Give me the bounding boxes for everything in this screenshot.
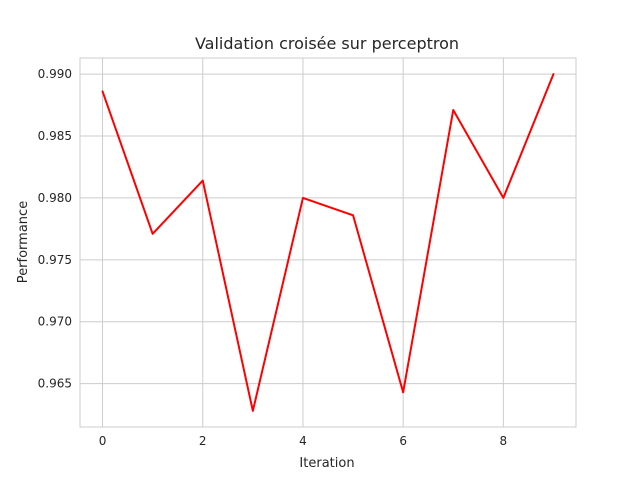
- x-tick-label: 4: [299, 434, 307, 448]
- x-axis-label: Iteration: [299, 456, 354, 471]
- x-tick-label: 0: [99, 434, 107, 448]
- y-axis-ticks: 0.965 0.970 0.975 0.980 0.985 0.990: [38, 67, 72, 391]
- x-tick-label: 8: [500, 434, 508, 448]
- y-tick-label: 0.990: [38, 67, 72, 81]
- x-axis-ticks: 0 2 4 6 8: [99, 434, 507, 448]
- plot-area-frame: [79, 57, 577, 428]
- series-layer: [101, 73, 555, 412]
- y-tick-label: 0.980: [38, 191, 72, 205]
- grid: [80, 58, 576, 427]
- y-tick-label: 0.970: [38, 315, 72, 329]
- x-tick-label: 2: [199, 434, 207, 448]
- x-tick-label: 6: [399, 434, 407, 448]
- series-line: [101, 73, 555, 412]
- y-tick-label: 0.985: [38, 129, 72, 143]
- y-tick-label: 0.965: [38, 377, 72, 391]
- chart-title: Validation croisée sur perceptron: [195, 34, 459, 53]
- y-tick-label: 0.975: [38, 253, 72, 267]
- y-axis-label: Performance: [16, 201, 31, 283]
